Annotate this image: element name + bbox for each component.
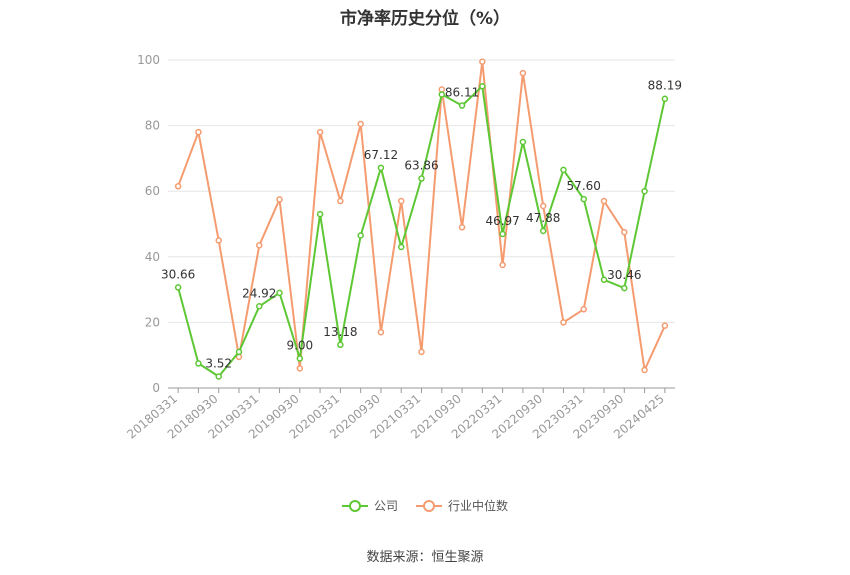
data-point-company: [479, 82, 486, 90]
data-point-industry: [641, 366, 648, 374]
data-point-industry: [195, 128, 202, 136]
y-tick-label: 60: [145, 184, 160, 198]
data-point-industry: [174, 183, 182, 190]
y-tick-label: 0: [152, 381, 160, 395]
data-point-industry: [539, 202, 547, 210]
data-point-company: [337, 341, 344, 349]
data-point-industry: [499, 261, 506, 269]
data-point-industry: [519, 69, 527, 77]
data-label: 3.52: [205, 356, 232, 370]
data-point-industry: [560, 319, 567, 326]
data-point-company: [580, 195, 587, 203]
y-tick-label: 100: [137, 53, 160, 67]
data-point-industry: [337, 197, 344, 205]
series-line-company: [177, 85, 666, 378]
data-point-industry: [479, 58, 486, 65]
chart-title: 市净率历史分位（%）: [339, 9, 511, 29]
data-point-industry: [357, 120, 364, 128]
data-point-industry: [256, 242, 263, 249]
data-labels: 30.66 3.52 24.92 9.00 13.18 67.12 63.86 86.11 46…: [161, 79, 682, 371]
data-label: 67.12: [364, 148, 398, 162]
data-point-company: [418, 175, 425, 182]
data-point-industry: [296, 365, 304, 372]
data-label: 30.46: [607, 268, 641, 282]
data-point-industry: [661, 322, 669, 329]
data-label: 13.18: [323, 325, 357, 339]
data-point-industry: [215, 237, 222, 244]
data-point-industry: [276, 196, 283, 203]
data-point-company: [296, 355, 304, 362]
data-point-company: [458, 102, 466, 109]
data-label: 24.92: [242, 286, 276, 300]
data-point-company: [600, 276, 608, 284]
y-tick-label: 20: [145, 315, 160, 329]
data-label: 30.66: [161, 267, 195, 281]
data-point-industry: [621, 228, 628, 236]
legend-company-swatch: [341, 499, 368, 512]
data-point-industry: [418, 348, 425, 356]
data-point-company: [539, 227, 547, 235]
y-tick-label: 80: [145, 119, 160, 133]
data-label: 47.88: [526, 211, 560, 225]
legend: 公司 行业中位数: [0, 497, 850, 514]
data-point-company: [661, 95, 669, 102]
legend-item-company[interactable]: 公司: [341, 497, 398, 514]
data-point-company: [357, 232, 364, 239]
data-label: 57.60: [567, 179, 601, 193]
data-point-company: [438, 91, 446, 98]
data-source: 数据来源：恒生聚源: [366, 550, 484, 565]
data-point-company: [316, 210, 324, 218]
data-point-industry: [580, 306, 587, 313]
data-point-company: [621, 284, 628, 292]
data-point-industry: [377, 328, 385, 336]
grid-lines: [168, 59, 675, 323]
data-label: 63.86: [404, 159, 438, 173]
data-label: 88.19: [648, 79, 682, 93]
data-point-company: [499, 230, 506, 238]
data-point-company: [397, 243, 405, 251]
data-point-company: [276, 289, 283, 297]
data-label: 46.97: [485, 214, 519, 228]
legend-item-industry[interactable]: 行业中位数: [416, 497, 508, 514]
data-point-industry: [600, 197, 608, 205]
y-tick-label: 40: [145, 250, 160, 264]
data-point-company: [174, 284, 182, 291]
data-point-industry: [397, 197, 405, 205]
data-point-company: [519, 138, 527, 146]
legend-company-label: 公司: [373, 499, 398, 513]
data-point-industry: [458, 224, 466, 231]
legend-industry-swatch: [416, 499, 442, 512]
data-label: 86.11: [445, 86, 479, 100]
data-point-company: [195, 360, 202, 367]
data-label: 9.00: [286, 338, 313, 352]
data-point-company: [560, 166, 567, 174]
data-point-company: [641, 187, 648, 195]
data-point-company: [235, 348, 243, 356]
data-point-company: [256, 303, 263, 310]
data-point-industry: [316, 128, 324, 136]
data-point-company: [377, 164, 385, 172]
legend-industry-label: 行业中位数: [448, 499, 509, 513]
data-point-company: [215, 373, 222, 380]
series-lines: [174, 58, 669, 380]
